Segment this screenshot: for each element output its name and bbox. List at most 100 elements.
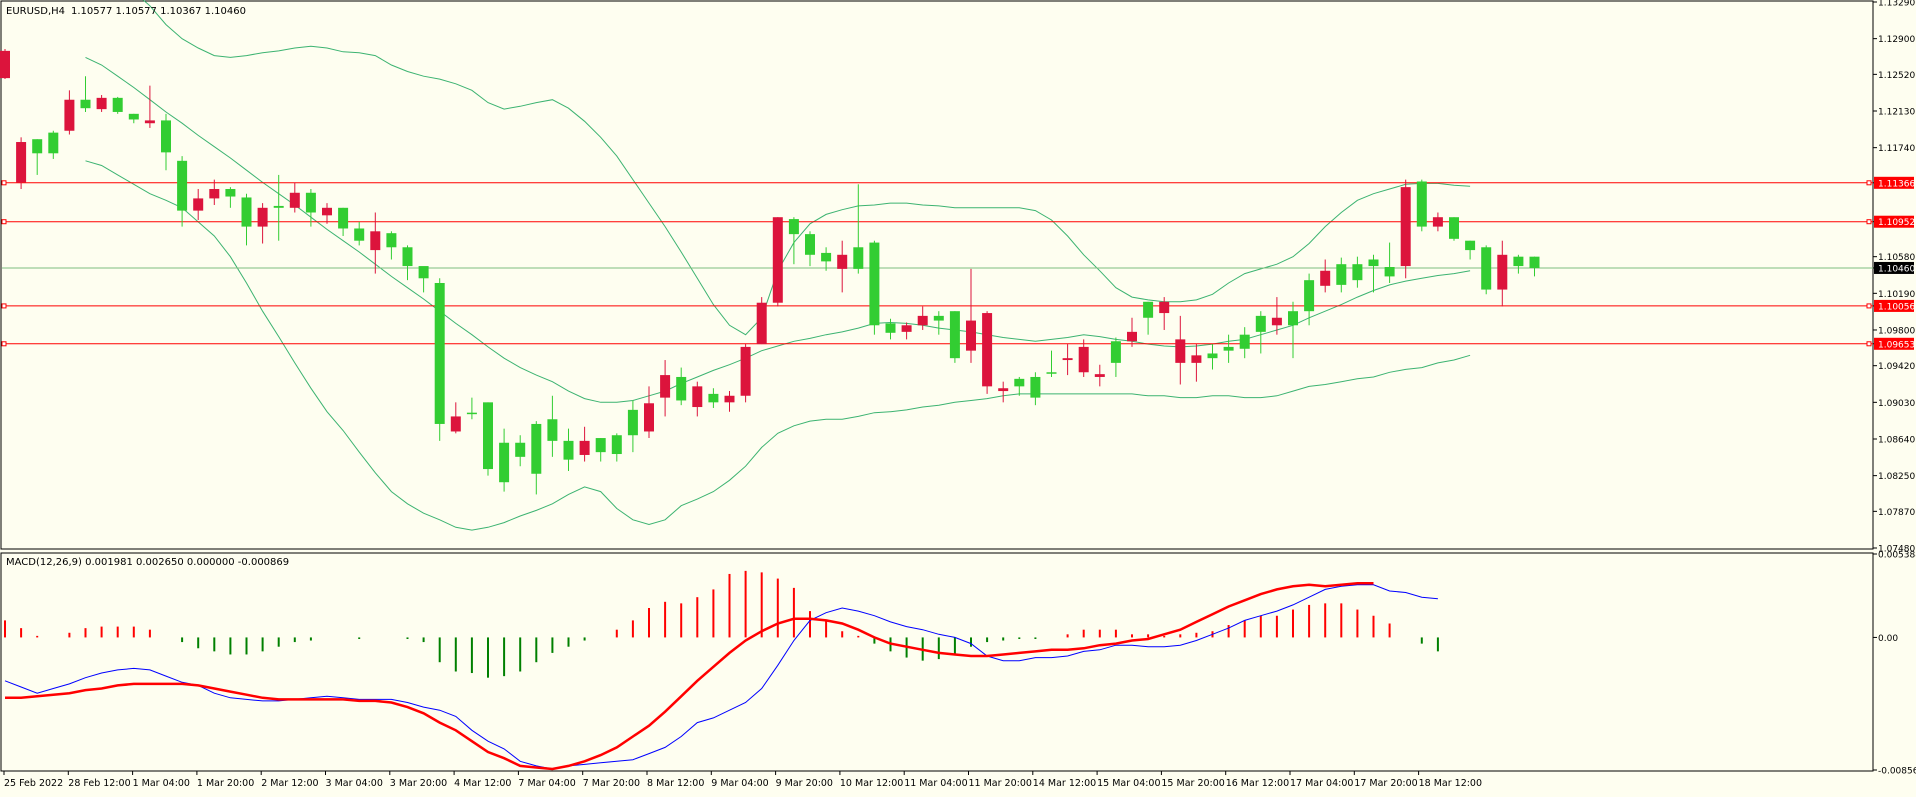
price-tick-label: 1.09030	[1878, 399, 1915, 409]
candle	[16, 137, 27, 190]
candle-body	[1143, 301, 1154, 318]
current-price-tag	[1874, 261, 1914, 274]
time-tick-label: 14 Mar 12:00	[1033, 778, 1096, 789]
candle-body	[1078, 346, 1089, 373]
candle	[209, 179, 220, 205]
candles	[0, 48, 1540, 495]
candle-body	[949, 311, 960, 359]
time-tick-label: 9 Mar 20:00	[776, 778, 833, 789]
candle-body	[579, 440, 590, 455]
level-handle[interactable]	[1, 180, 7, 186]
candle	[1239, 327, 1250, 359]
candle-body	[692, 386, 703, 408]
time-tick-label: 15 Mar 20:00	[1161, 778, 1224, 789]
time-axis: 25 Feb 2022 28 Feb 12:00 1 Mar 04:00 1 Mar …	[3, 771, 1482, 789]
time-tick-label: 4 Mar 12:00	[454, 778, 511, 789]
candle-body	[1368, 259, 1379, 267]
candle	[611, 433, 622, 462]
main-pane-frame	[0, 0, 1874, 550]
candle-body	[1046, 372, 1057, 374]
candle	[676, 367, 687, 406]
macd-tick-label: 0.00	[1878, 634, 1898, 644]
time-tick-label: 3 Mar 20:00	[390, 778, 447, 789]
macd-pane-frame	[0, 552, 1874, 772]
time-tick-label: 25 Feb 2022	[4, 778, 63, 789]
candle	[1416, 179, 1427, 232]
candle	[1062, 344, 1073, 376]
price-axis: 1.13290 1.12900 1.12520 1.12130 1.11740 1.113…	[1873, 0, 1915, 555]
candle	[724, 391, 735, 412]
time-tick-label: 11 Mar 20:00	[969, 778, 1032, 789]
candle-body	[1320, 270, 1331, 286]
candle-body	[209, 189, 220, 199]
candle	[837, 240, 848, 293]
candle-body	[1127, 331, 1137, 342]
price-tick-label: 1.10580	[1878, 253, 1915, 263]
candle	[112, 96, 123, 114]
level-price-tag	[1874, 215, 1914, 228]
level-handle[interactable]	[1, 341, 7, 347]
candle	[418, 266, 429, 293]
candle-body	[1030, 376, 1041, 398]
candle	[579, 426, 590, 462]
candle	[289, 182, 300, 213]
time-tick-label: 18 Mar 12:00	[1419, 778, 1482, 789]
candle	[515, 435, 526, 467]
price-tick-label: 1.08250	[1878, 472, 1915, 482]
band-lower	[85, 160, 1471, 531]
candle-body	[1336, 264, 1347, 285]
candle-body	[772, 217, 783, 303]
candle-body	[161, 120, 171, 153]
price-tick-label: 1.07870	[1878, 508, 1915, 518]
price-tick-label: 1.10460	[1878, 264, 1915, 274]
price-tick-label: 1.12130	[1878, 108, 1915, 118]
candle-body	[595, 438, 606, 453]
candle-body	[531, 423, 542, 474]
candle	[1143, 301, 1154, 335]
candle	[273, 174, 284, 241]
time-tick-label: 2 Mar 12:00	[261, 778, 318, 789]
level-handle[interactable]	[1, 303, 7, 309]
candle	[692, 381, 703, 417]
candle	[483, 402, 493, 476]
price-tick-label: 1.07480	[1878, 545, 1915, 555]
candle-body	[1288, 311, 1298, 326]
candle-body	[998, 388, 1009, 392]
candle	[563, 428, 574, 471]
candle-body	[1304, 280, 1315, 312]
price-tick-label: 1.10056	[1878, 302, 1915, 312]
macd-lines	[4, 581, 1438, 771]
candle	[660, 360, 671, 417]
candle	[1175, 315, 1186, 385]
candle	[434, 278, 445, 441]
level-handle[interactable]	[1866, 303, 1872, 309]
candle	[595, 438, 606, 462]
candle-body	[96, 97, 107, 110]
candle	[96, 95, 107, 112]
candle-body	[225, 189, 236, 197]
level-handle[interactable]	[1, 219, 7, 225]
candle-body	[241, 197, 252, 227]
price-tick-label: 1.12520	[1878, 71, 1915, 81]
candle	[547, 395, 558, 457]
candle-body	[788, 219, 799, 235]
candle-body	[724, 395, 735, 403]
price-tick-label: 1.10190	[1878, 290, 1915, 300]
candle	[466, 397, 477, 420]
candle	[644, 386, 654, 439]
candle-body	[144, 120, 155, 124]
candle	[241, 193, 252, 246]
level-handle[interactable]	[1866, 180, 1872, 186]
level-handle[interactable]	[1866, 219, 1872, 225]
candle	[1384, 242, 1395, 283]
time-tick-label: 17 Mar 20:00	[1354, 778, 1417, 789]
level-handle[interactable]	[1866, 341, 1872, 347]
candle	[1271, 297, 1282, 335]
candle-body	[740, 346, 751, 396]
candle	[821, 247, 832, 271]
candle	[1449, 217, 1459, 241]
candle-body	[676, 376, 687, 401]
